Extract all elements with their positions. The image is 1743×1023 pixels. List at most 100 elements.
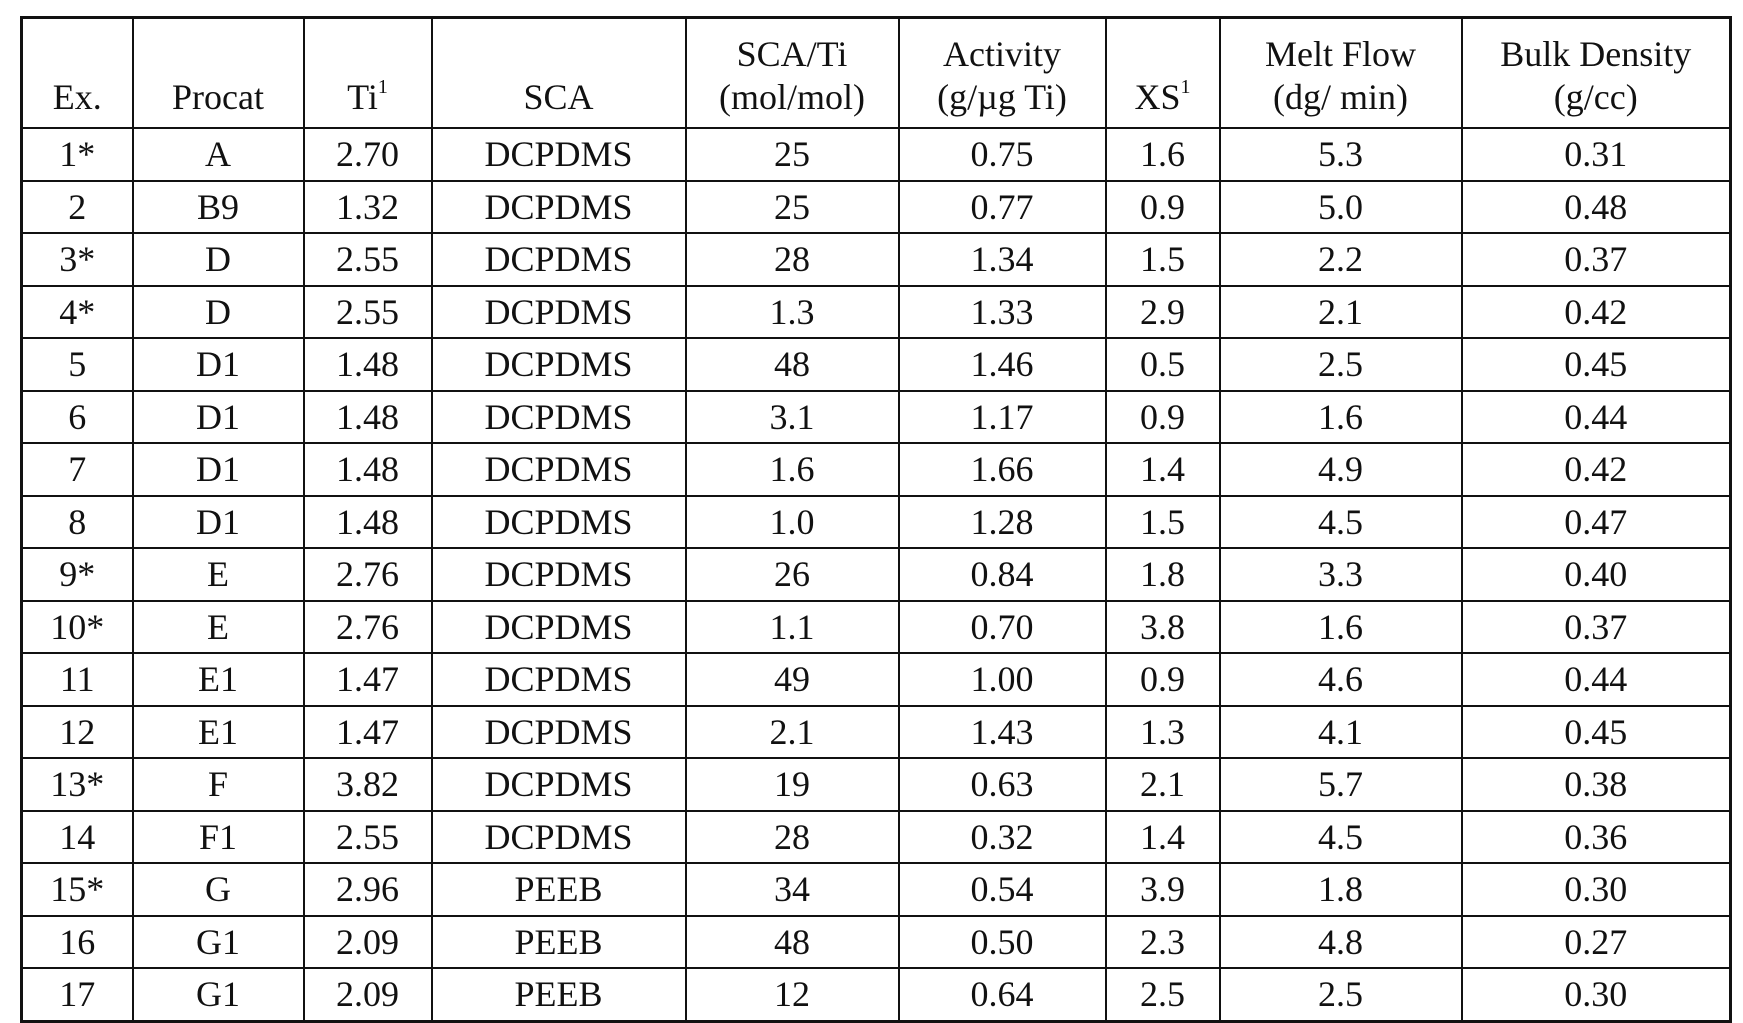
table-cell: DCPDMS bbox=[432, 128, 686, 181]
table-cell: 2.76 bbox=[304, 548, 432, 601]
table-cell: 3* bbox=[22, 233, 133, 286]
table-row: 1*A2.70DCPDMS250.751.65.30.31 bbox=[22, 128, 1731, 181]
table-row: 5D11.48DCPDMS481.460.52.50.45 bbox=[22, 338, 1731, 391]
table-cell: 3.1 bbox=[686, 391, 899, 444]
table-cell: 0.75 bbox=[899, 128, 1106, 181]
table-cell: 1.48 bbox=[304, 391, 432, 444]
header-text: SCA bbox=[523, 77, 593, 117]
table-cell: 0.9 bbox=[1106, 181, 1220, 234]
table-cell: PEEB bbox=[432, 916, 686, 969]
table-cell: 1.33 bbox=[899, 286, 1106, 339]
table-cell: 1.43 bbox=[899, 706, 1106, 759]
table-cell: 4.1 bbox=[1220, 706, 1462, 759]
table-cell: 0.42 bbox=[1462, 443, 1731, 496]
table-cell: 0.40 bbox=[1462, 548, 1731, 601]
table-cell: 2.2 bbox=[1220, 233, 1462, 286]
header-text: Procat bbox=[172, 77, 264, 117]
table-row: 3*D2.55DCPDMS281.341.52.20.37 bbox=[22, 233, 1731, 286]
header-text: (g/cc) bbox=[1463, 76, 1730, 119]
table-cell: 28 bbox=[686, 233, 899, 286]
table-cell: 0.50 bbox=[899, 916, 1106, 969]
table-cell: 1.17 bbox=[899, 391, 1106, 444]
table-cell: 11 bbox=[22, 653, 133, 706]
table-cell: 2.09 bbox=[304, 916, 432, 969]
table-cell: 2 bbox=[22, 181, 133, 234]
table-cell: 15* bbox=[22, 863, 133, 916]
header-text: Activity bbox=[900, 33, 1105, 76]
table-cell: 0.9 bbox=[1106, 653, 1220, 706]
header-text: (mol/mol) bbox=[687, 76, 898, 119]
table-cell: DCPDMS bbox=[432, 443, 686, 496]
table-row: 12E11.47DCPDMS2.11.431.34.10.45 bbox=[22, 706, 1731, 759]
header-text: Bulk Density bbox=[1463, 33, 1730, 76]
header-cell: XS1 bbox=[1106, 18, 1220, 129]
table-row: 8D11.48DCPDMS1.01.281.54.50.47 bbox=[22, 496, 1731, 549]
table-cell: 4.5 bbox=[1220, 811, 1462, 864]
table-cell: 3.82 bbox=[304, 758, 432, 811]
table-row: 14F12.55DCPDMS280.321.44.50.36 bbox=[22, 811, 1731, 864]
table-cell: 16 bbox=[22, 916, 133, 969]
table-cell: DCPDMS bbox=[432, 811, 686, 864]
table-cell: 12 bbox=[686, 968, 899, 1021]
table-cell: 0.30 bbox=[1462, 863, 1731, 916]
table-cell: 1.48 bbox=[304, 496, 432, 549]
table-cell: 0.54 bbox=[899, 863, 1106, 916]
header-cell: Ex. bbox=[22, 18, 133, 129]
table-cell: 48 bbox=[686, 338, 899, 391]
header-cell: Ti1 bbox=[304, 18, 432, 129]
table-row: 4*D2.55DCPDMS1.31.332.92.10.42 bbox=[22, 286, 1731, 339]
table-cell: 5.3 bbox=[1220, 128, 1462, 181]
table-cell: 1.28 bbox=[899, 496, 1106, 549]
table-cell: 6 bbox=[22, 391, 133, 444]
table-cell: 1.8 bbox=[1106, 548, 1220, 601]
table-cell: D1 bbox=[133, 496, 304, 549]
table-cell: DCPDMS bbox=[432, 706, 686, 759]
table-cell: 10* bbox=[22, 601, 133, 654]
table-cell: 2.5 bbox=[1220, 968, 1462, 1021]
table-cell: 34 bbox=[686, 863, 899, 916]
table-cell: PEEB bbox=[432, 968, 686, 1021]
table-cell: F bbox=[133, 758, 304, 811]
table-cell: 1.5 bbox=[1106, 496, 1220, 549]
table-cell: 2.55 bbox=[304, 811, 432, 864]
table-row: 2B91.32DCPDMS250.770.95.00.48 bbox=[22, 181, 1731, 234]
table-cell: 0.77 bbox=[899, 181, 1106, 234]
table-cell: 13* bbox=[22, 758, 133, 811]
table-cell: E bbox=[133, 601, 304, 654]
table-row: 7D11.48DCPDMS1.61.661.44.90.42 bbox=[22, 443, 1731, 496]
table-cell: 1.47 bbox=[304, 653, 432, 706]
table-cell: 2.96 bbox=[304, 863, 432, 916]
table-cell: 5 bbox=[22, 338, 133, 391]
table-cell: 0.45 bbox=[1462, 706, 1731, 759]
table-cell: 0.48 bbox=[1462, 181, 1731, 234]
table-row: 6D11.48DCPDMS3.11.170.91.60.44 bbox=[22, 391, 1731, 444]
header-text: (dg/ min) bbox=[1221, 76, 1461, 119]
table-cell: 0.63 bbox=[899, 758, 1106, 811]
header-cell: Bulk Density(g/cc) bbox=[1462, 18, 1731, 129]
table-row: 11E11.47DCPDMS491.000.94.60.44 bbox=[22, 653, 1731, 706]
table-cell: 3.9 bbox=[1106, 863, 1220, 916]
table-cell: D bbox=[133, 286, 304, 339]
table-cell: 14 bbox=[22, 811, 133, 864]
table-cell: 0.47 bbox=[1462, 496, 1731, 549]
table-cell: 25 bbox=[686, 181, 899, 234]
table-cell: 2.70 bbox=[304, 128, 432, 181]
table-cell: DCPDMS bbox=[432, 758, 686, 811]
table-cell: B9 bbox=[133, 181, 304, 234]
table-cell: 2.5 bbox=[1106, 968, 1220, 1021]
table-cell: 1.4 bbox=[1106, 811, 1220, 864]
table-cell: 3.8 bbox=[1106, 601, 1220, 654]
table-cell: 0.84 bbox=[899, 548, 1106, 601]
table-cell: 4* bbox=[22, 286, 133, 339]
table-cell: G1 bbox=[133, 968, 304, 1021]
table-cell: 9* bbox=[22, 548, 133, 601]
table-cell: 0.5 bbox=[1106, 338, 1220, 391]
table-cell: 1.1 bbox=[686, 601, 899, 654]
table-cell: 5.0 bbox=[1220, 181, 1462, 234]
table-cell: D1 bbox=[133, 391, 304, 444]
header-row: Ex. Procat Ti1 SCA SCA/Ti(mol/mol)Activity (g… bbox=[22, 18, 1731, 129]
header-text: SCA/Ti bbox=[687, 33, 898, 76]
table-cell: 1.0 bbox=[686, 496, 899, 549]
table-cell: 0.30 bbox=[1462, 968, 1731, 1021]
table-cell: DCPDMS bbox=[432, 233, 686, 286]
